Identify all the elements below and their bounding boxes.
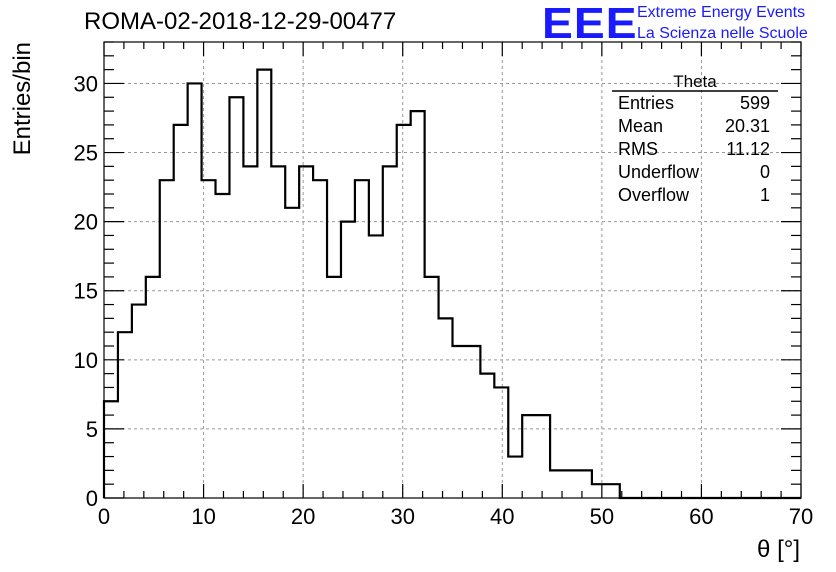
stat-label-underflow: Underflow — [618, 162, 700, 182]
x-tick-label: 0 — [98, 504, 110, 529]
stat-value-underflow: 0 — [759, 162, 770, 182]
stat-label-overflow: Overflow — [618, 185, 690, 205]
x-tick-label: 40 — [490, 504, 514, 529]
run-title: ROMA-02-2018-12-29-00477 — [84, 8, 397, 35]
x-axis-label: θ [°] — [757, 536, 800, 563]
y-axis-label: Entries/bin — [9, 42, 36, 155]
logo-line-1: Extreme Energy Events — [637, 4, 806, 21]
axis-ticks — [103, 41, 802, 499]
y-tick-label: 25 — [74, 141, 98, 166]
stat-value-mean: 20.31 — [724, 116, 770, 136]
histogram-series — [102, 68, 801, 500]
y-tick-label: 10 — [74, 348, 98, 373]
x-tick-label: 10 — [191, 504, 215, 529]
stat-value-entries: 599 — [739, 93, 770, 113]
y-tick-label: 30 — [74, 71, 98, 96]
x-tick-label: 30 — [390, 504, 414, 529]
y-tick-label: 15 — [74, 279, 98, 304]
x-tick-label: 20 — [291, 504, 315, 529]
grid-lines — [104, 42, 801, 498]
y-tick-label: 0 — [86, 486, 98, 511]
stat-label-rms: RMS — [618, 139, 658, 159]
logo-line-2: La Scienza nelle Scuole — [637, 25, 808, 42]
stats-title: Theta — [673, 72, 717, 91]
x-tick-label: 70 — [789, 504, 813, 529]
stat-value-rms: 11.12 — [726, 139, 770, 159]
x-tick-label: 50 — [590, 504, 614, 529]
plot-frame — [103, 41, 802, 499]
y-tick-label: 5 — [86, 417, 98, 442]
eee-logo: EEE — [542, 0, 638, 48]
stat-label-entries: Entries — [618, 93, 675, 113]
x-tick-label: 60 — [689, 504, 713, 529]
stat-value-overflow: 1 — [759, 185, 770, 205]
y-tick-label: 20 — [74, 210, 98, 235]
stat-label-mean: Mean — [618, 116, 664, 136]
